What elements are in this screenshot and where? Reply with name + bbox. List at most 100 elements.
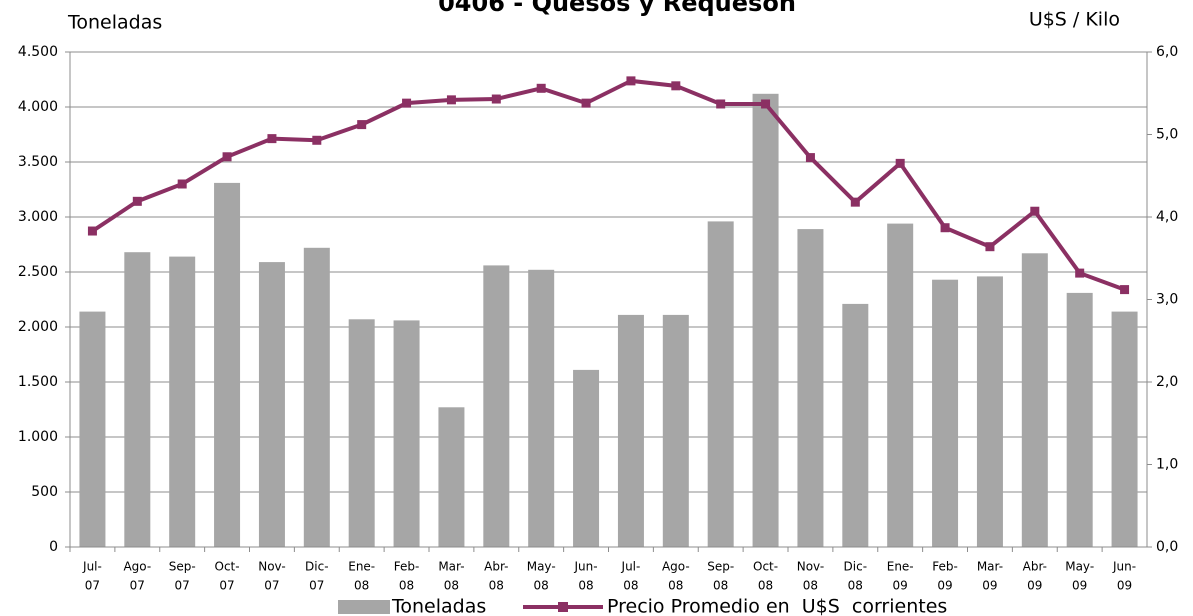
- bar: [887, 223, 914, 547]
- price-marker: [536, 83, 546, 93]
- x-tick-label: 07: [85, 579, 100, 593]
- bar: [169, 256, 196, 547]
- x-tick-label: 07: [175, 579, 190, 593]
- y-tick-label: 500: [31, 484, 58, 500]
- x-tick-label: 08: [803, 579, 818, 593]
- x-tick-label: Ene-: [348, 560, 375, 574]
- x-tick-label: 09: [1072, 579, 1087, 593]
- bar: [1066, 292, 1093, 547]
- x-tick-label: 08: [623, 579, 638, 593]
- y2-tick-label: 2,0: [1156, 374, 1178, 390]
- y2-tick-label: 0,0: [1156, 539, 1178, 555]
- legend-swatch: [338, 600, 390, 614]
- x-tick-label: Abr-: [1023, 560, 1047, 574]
- x-tick-label: Jul-: [82, 560, 102, 574]
- x-tick-label: May-: [527, 560, 556, 574]
- x-tick-label: 08: [489, 579, 504, 593]
- bar: [348, 319, 375, 547]
- bar: [752, 93, 779, 548]
- legend-label: Toneladas: [391, 596, 486, 616]
- y2-axis-label: U$S / Kilo: [1029, 9, 1120, 31]
- price-marker: [267, 134, 277, 144]
- x-tick-label: Jul-: [621, 560, 641, 574]
- price-marker: [716, 99, 726, 109]
- y2-tick-label: 1,0: [1156, 457, 1178, 473]
- x-tick-label: Jun-: [1112, 560, 1136, 574]
- price-line: [91, 78, 1126, 292]
- legend-swatch: [558, 602, 568, 612]
- price-marker: [581, 98, 591, 108]
- x-tick-label: May-: [1065, 560, 1094, 574]
- x-tick-label: Feb-: [394, 560, 420, 574]
- x-tick-label: 09: [1027, 579, 1042, 593]
- price-marker: [87, 226, 97, 236]
- y-axis-label: Toneladas: [67, 12, 162, 34]
- y-tick-label: 1.000: [18, 429, 58, 445]
- price-marker: [626, 76, 636, 86]
- x-tick-label: Sep-: [707, 560, 734, 574]
- legend-label: Precio Promedio en U$S corrientes: [607, 596, 947, 616]
- y2-tick-label: 6,0: [1156, 44, 1178, 60]
- x-tick-label: Dic-: [305, 560, 329, 574]
- x-tick-label: Mar-: [438, 560, 464, 574]
- x-tick-label: 07: [219, 579, 234, 593]
- x-tick-label: Abr-: [484, 560, 508, 574]
- x-tick-label: Jun-: [574, 560, 598, 574]
- x-tick-label: 07: [309, 579, 324, 593]
- bar: [483, 265, 510, 547]
- price-marker: [985, 242, 995, 252]
- bar: [573, 369, 600, 547]
- price-marker: [357, 120, 367, 130]
- price-marker: [1120, 285, 1130, 295]
- x-tick-label: 08: [758, 579, 773, 593]
- price-marker: [895, 158, 905, 168]
- x-tick-label: 07: [130, 579, 145, 593]
- price-marker: [850, 197, 860, 207]
- bar: [707, 221, 734, 547]
- price-marker: [761, 99, 771, 109]
- price-marker: [805, 153, 815, 163]
- bar: [438, 407, 465, 547]
- x-tick-label: 09: [982, 579, 997, 593]
- bar: [932, 279, 959, 547]
- bar: [258, 262, 285, 547]
- bar: [528, 269, 555, 547]
- x-tick-label: Mar-: [977, 560, 1003, 574]
- x-tick-label: 07: [264, 579, 279, 593]
- x-tick-label: 08: [578, 579, 593, 593]
- price-marker: [940, 223, 950, 233]
- price-marker: [312, 135, 322, 145]
- y2-tick-label: 5,0: [1156, 127, 1178, 143]
- x-tick-label: 08: [534, 579, 549, 593]
- x-tick-label: 08: [399, 579, 414, 593]
- x-tick-label: Oct-: [215, 560, 240, 574]
- price-marker: [177, 179, 187, 189]
- x-tick-label: Nov-: [797, 560, 824, 574]
- y2-tick-label: 3,0: [1156, 292, 1178, 308]
- x-tick-label: Ago-: [123, 560, 151, 574]
- x-tick-label: Feb-: [932, 560, 958, 574]
- bar: [797, 229, 824, 547]
- y-tick-label: 1.500: [18, 374, 58, 390]
- y-tick-label: 2.000: [18, 319, 58, 335]
- bar: [79, 311, 106, 547]
- x-tick-label: Dic-: [844, 560, 868, 574]
- price-marker: [222, 152, 232, 162]
- bar: [124, 252, 151, 547]
- x-tick-label: 08: [668, 579, 683, 593]
- price-marker: [132, 196, 142, 206]
- bar: [842, 303, 869, 547]
- x-tick-label: Ene-: [887, 560, 914, 574]
- x-tick-label: 08: [848, 579, 863, 593]
- y-tick-label: 0: [49, 539, 58, 555]
- x-tick-label: 08: [354, 579, 369, 593]
- bar: [214, 182, 241, 547]
- x-tick-label: Ago-: [662, 560, 690, 574]
- x-tick-label: Oct-: [753, 560, 778, 574]
- y-tick-label: 3.500: [18, 154, 58, 170]
- y-tick-label: 2.500: [18, 264, 58, 280]
- x-tick-label: Nov-: [258, 560, 285, 574]
- x-tick-label: Sep-: [169, 560, 196, 574]
- price-marker: [1075, 268, 1085, 278]
